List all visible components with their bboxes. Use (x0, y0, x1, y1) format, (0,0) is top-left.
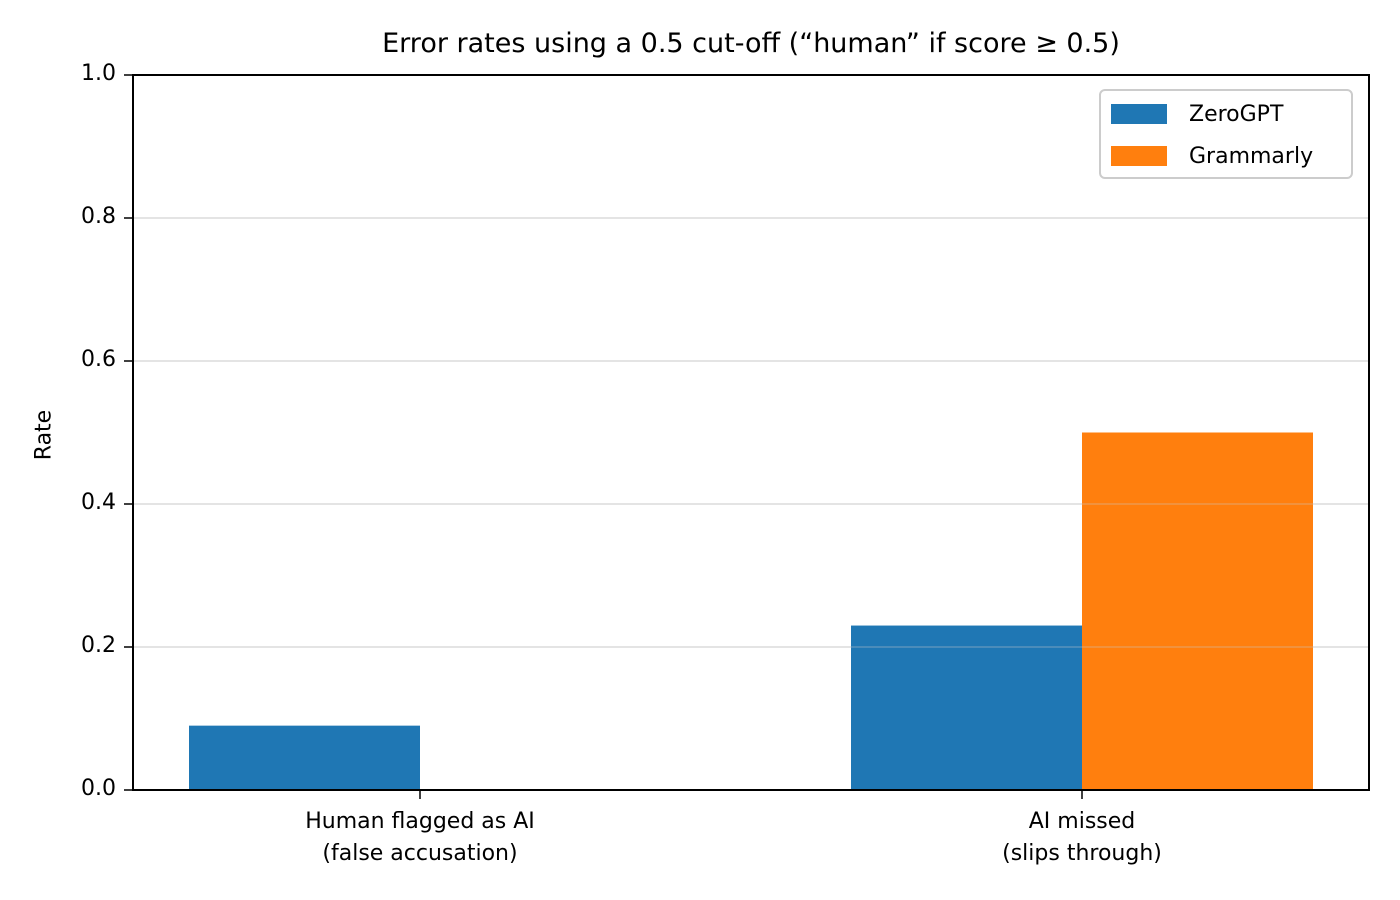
x-tick-label-line: Human flagged as AI (305, 809, 535, 834)
x-tick-label-line: (false accusation) (322, 841, 518, 866)
x-tick-label-line: (slips through) (1002, 841, 1162, 866)
x-tick-label: Human flagged as AI (false accusation) (220, 806, 620, 870)
legend: ZeroGPT Grammarly (1099, 89, 1353, 179)
y-tick-label: 0.2 (81, 633, 116, 658)
bar-grammarly (1082, 432, 1313, 790)
legend-item-zerogpt: ZeroGPT (1111, 99, 1283, 129)
chart-title: Error rates using a 0.5 cut-off (“human”… (382, 28, 1120, 59)
y-tick-label: 0.0 (81, 776, 116, 801)
y-tick-label: 1.0 (81, 61, 116, 86)
y-tick-label: 0.6 (81, 347, 116, 372)
bar-zerogpt (189, 725, 420, 790)
legend-item-grammarly: Grammarly (1111, 141, 1313, 171)
x-tick-label-line: AI missed (1028, 809, 1136, 834)
y-axis-label: Rate (31, 409, 57, 461)
y-tick-label: 0.4 (81, 490, 116, 515)
bar-zerogpt (851, 625, 1082, 790)
x-tick-label: AI missed (slips through) (882, 806, 1282, 870)
legend-label: ZeroGPT (1189, 101, 1284, 127)
axes (124, 74, 1370, 799)
y-tick-label: 0.8 (81, 204, 116, 229)
plot-frame (132, 74, 1370, 791)
legend-swatch-grammarly (1111, 146, 1167, 166)
legend-label: Grammarly (1189, 143, 1314, 169)
bars (133, 217, 1369, 790)
legend-swatch-zerogpt (1111, 104, 1167, 124)
